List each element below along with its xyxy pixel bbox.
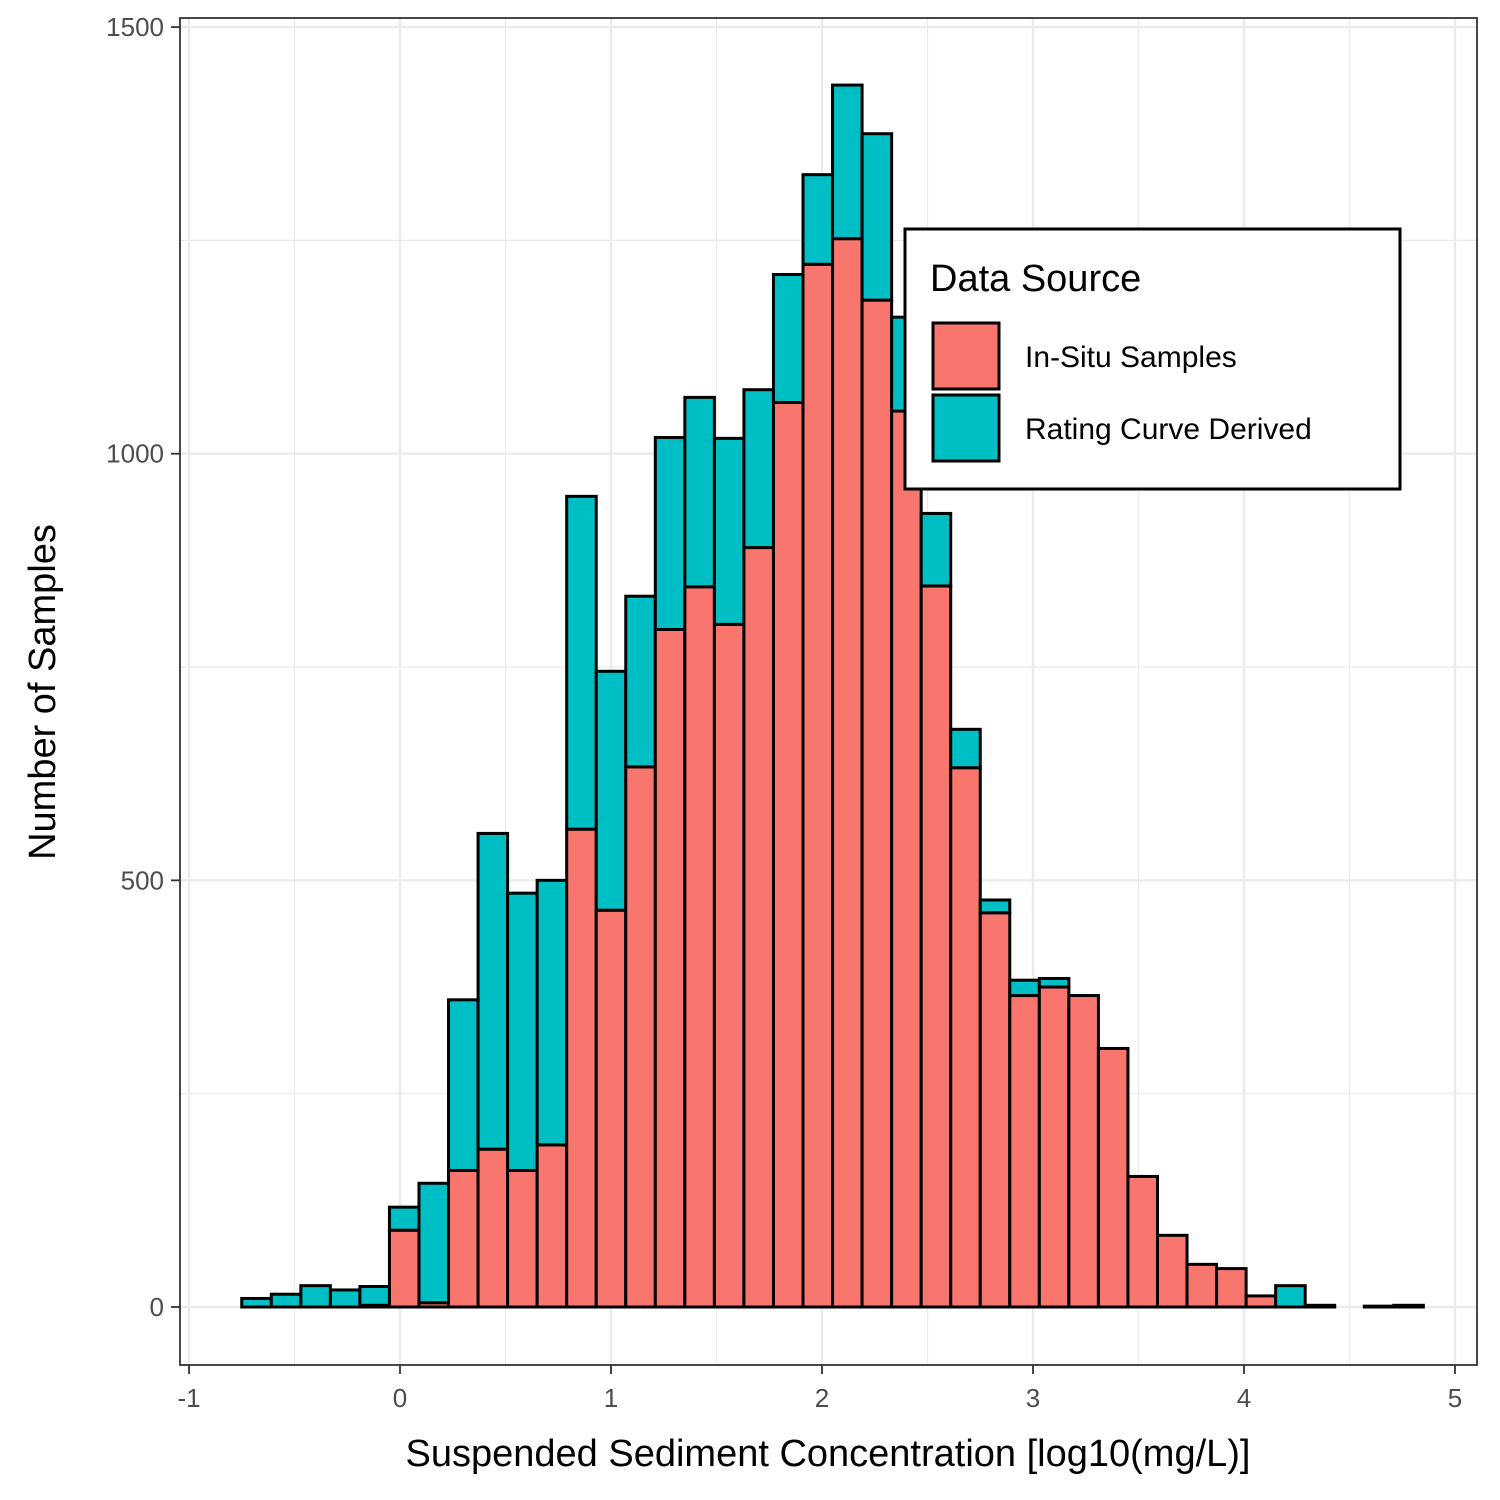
bar-in-situ [506,1168,539,1309]
y-tick-label: 1500 [106,12,164,42]
bar-in-situ [919,584,953,1309]
bar-rating-curve [1392,1303,1425,1309]
bar-in-situ [624,765,657,1309]
y-tick-label: 500 [121,865,164,895]
bar-rating-curve [742,388,775,550]
bar-in-situ [1215,1267,1248,1309]
x-axis-title: Suspended Sediment Concentration [log10(… [406,1433,1251,1475]
bar-rating-curve [771,273,805,405]
bar-rating-curve [447,998,480,1172]
bar-rating-curve [387,1205,421,1232]
bar-in-situ [387,1228,421,1309]
bar-in-situ [565,827,598,1309]
legend-label-in-situ: In-Situ Samples [1025,341,1237,374]
bar-rating-curve [653,435,687,631]
x-tick-label: 0 [393,1383,407,1413]
bar-rating-curve [1303,1303,1337,1309]
bar-rating-curve [919,511,953,588]
y-axis: 0 500 1000 1500 [106,12,180,1322]
bars [240,83,1425,1309]
bar-in-situ [1126,1174,1159,1309]
x-tick-label: 3 [1026,1383,1040,1413]
bar-in-situ [535,1143,569,1309]
bar-rating-curve [269,1292,303,1309]
bar-in-situ [1185,1262,1219,1309]
legend-key-rating-curve [931,393,1001,463]
bar-rating-curve [535,878,569,1147]
bar-in-situ [1096,1046,1130,1309]
bar-rating-curve [476,831,510,1151]
bar-in-situ [742,546,775,1309]
bar-rating-curve [299,1284,332,1309]
bar-rating-curve [712,436,746,626]
bar-in-situ [1008,994,1041,1309]
bar-in-situ [949,766,982,1309]
bar-in-situ [683,585,716,1309]
x-tick-label: -1 [177,1383,200,1413]
bar-rating-curve [1008,978,1041,998]
bar-in-situ [1155,1233,1189,1309]
bar-rating-curve [594,669,628,912]
bar-rating-curve [565,494,598,831]
bar-in-situ [978,911,1012,1309]
x-tick-label: 2 [815,1383,829,1413]
legend-label-rating-curve: Rating Curve Derived [1025,413,1312,446]
legend-key-in-situ [931,321,1001,391]
bar-rating-curve [506,891,539,1172]
bar-rating-curve [801,173,835,266]
bar-in-situ [801,262,835,1309]
bar-in-situ [890,409,923,1309]
bar-rating-curve [1274,1284,1307,1309]
bar-rating-curve [328,1288,362,1309]
bar-in-situ [831,237,864,1309]
bar-rating-curve [949,727,982,770]
bar-in-situ [1244,1294,1278,1309]
bar-rating-curve [624,594,657,769]
bar-in-situ [771,401,805,1309]
bar-rating-curve [1362,1304,1396,1309]
bar-in-situ [1067,994,1100,1309]
bar-in-situ [447,1168,480,1309]
y-tick-label: 1000 [106,439,164,469]
legend: Data Source In-Situ Samples Rating Curve… [903,227,1402,491]
bar-in-situ [594,908,628,1309]
legend-title: Data Source [930,258,1141,300]
bar-rating-curve [240,1296,273,1309]
bar-in-situ [476,1147,510,1309]
bar-in-situ [1037,985,1071,1309]
bar-rating-curve [683,395,716,589]
y-axis-title: Number of Samples [22,524,64,860]
x-tick-label: 4 [1237,1383,1251,1413]
y-tick-label: 0 [150,1292,164,1322]
bar-in-situ [712,622,746,1309]
bar-rating-curve [358,1285,391,1307]
plot-panel-border [179,17,1478,1366]
bar-in-situ [653,627,687,1309]
x-tick-label: 1 [604,1383,618,1413]
bar-rating-curve [978,898,1012,915]
bar-rating-curve [831,83,864,241]
bar-in-situ [860,298,894,1309]
bar-rating-curve [860,132,894,302]
x-axis: -1 0 1 2 3 4 5 [177,1365,1462,1413]
bar-rating-curve [1037,976,1071,989]
bar-rating-curve [417,1181,451,1305]
x-tick-label: 5 [1448,1383,1462,1413]
